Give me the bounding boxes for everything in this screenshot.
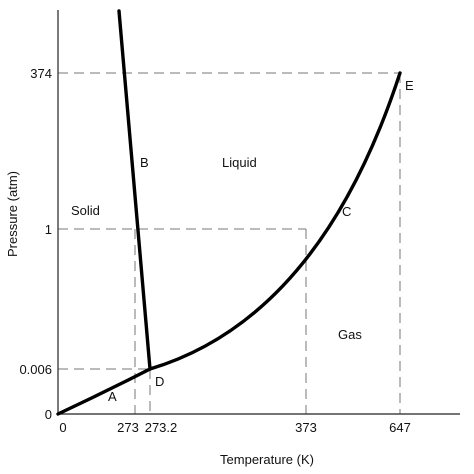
region-gas: Gas	[338, 327, 362, 342]
vaporization-curve	[148, 71, 402, 371]
y-tick-0006: 0.006	[19, 362, 52, 377]
x-tick-2732: 273.2	[145, 420, 178, 435]
sublimation-curve	[56, 367, 152, 416]
y-tick-0: 0	[45, 407, 52, 422]
x-tick-273: 273	[117, 420, 139, 435]
point-label-c: C	[342, 204, 351, 219]
x-tick-0: 0	[59, 420, 66, 435]
x-axis-title: Temperature (K)	[220, 452, 314, 467]
x-tick-647: 647	[389, 420, 411, 435]
y-tick-374: 374	[30, 66, 52, 81]
region-solid: Solid	[71, 203, 100, 218]
point-label-b: B	[140, 155, 149, 170]
y-axis-title: Pressure (atm)	[5, 171, 20, 257]
point-label-e: E	[405, 78, 414, 93]
region-liquid: Liquid	[222, 155, 257, 170]
point-label-a: A	[108, 389, 117, 404]
point-label-d: D	[155, 374, 164, 389]
y-tick-1: 1	[45, 222, 52, 237]
fusion-curve	[117, 9, 152, 371]
x-tick-373: 373	[295, 420, 317, 435]
